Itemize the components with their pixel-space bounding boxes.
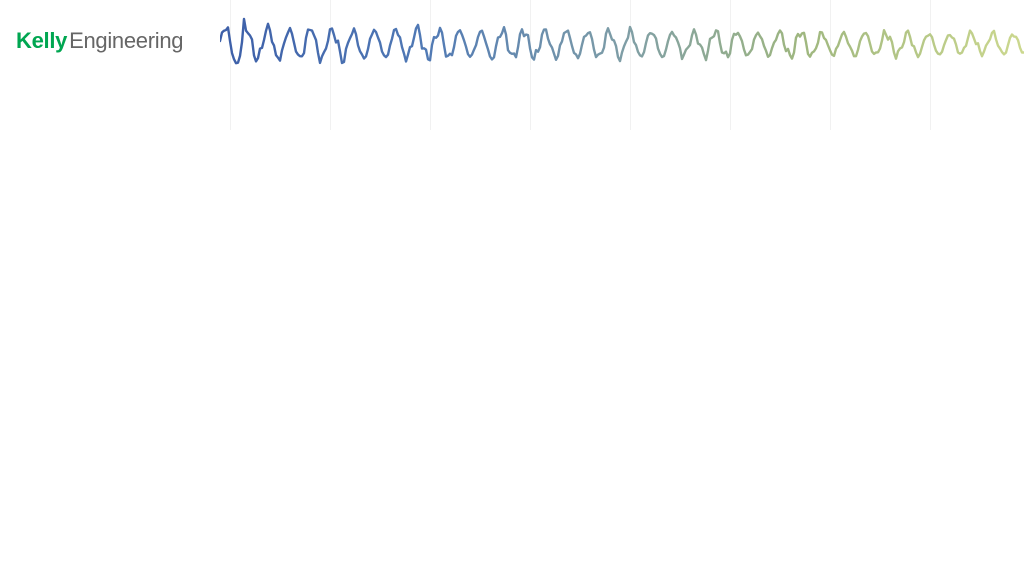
logo-text-secondary: Engineering <box>69 28 183 54</box>
brand-logo: Kelly Engineering <box>16 28 183 54</box>
waveform-chart <box>220 0 1024 90</box>
logo-text-primary: Kelly <box>16 28 67 54</box>
